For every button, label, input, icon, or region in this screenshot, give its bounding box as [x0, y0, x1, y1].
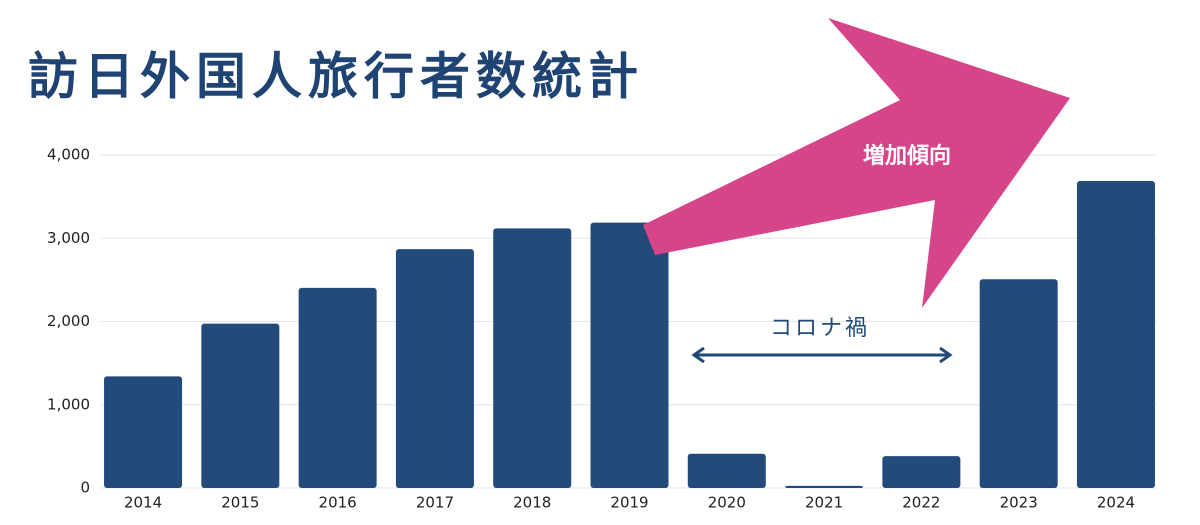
x-tick-label: 2014: [124, 494, 162, 512]
x-tick-label: 2017: [416, 494, 454, 512]
covid-label: コロナ禍: [770, 316, 870, 341]
bar: [298, 287, 377, 488]
bar: [882, 456, 961, 488]
x-tick-label: 2019: [610, 494, 648, 512]
x-tick-label: 2016: [319, 494, 357, 512]
x-tick-label: 2022: [902, 494, 940, 512]
bar: [395, 249, 474, 488]
x-tick-label: 2023: [1000, 494, 1038, 512]
bar: [104, 376, 183, 488]
chart-title: 訪日外国人旅行者数統計: [28, 48, 644, 106]
y-tick-label: 4,000: [47, 146, 90, 164]
trend-arrow: [643, 18, 1070, 308]
x-tick-label: 2021: [805, 494, 843, 512]
bar: [687, 453, 766, 488]
bar: [590, 222, 669, 488]
x-tick-label: 2020: [708, 494, 746, 512]
y-tick-label: 0: [80, 479, 90, 497]
x-tick-label: 2015: [221, 494, 259, 512]
trend-label: 増加傾向: [863, 143, 951, 169]
covid-arrow: [691, 346, 953, 364]
bar: [493, 228, 572, 488]
y-tick-label: 2,000: [47, 312, 90, 330]
bar: [785, 485, 864, 488]
x-tick-label: 2024: [1097, 494, 1135, 512]
x-tick-label: 2018: [513, 494, 551, 512]
bar: [201, 323, 280, 488]
y-tick-label: 1,000: [47, 395, 90, 413]
bar: [979, 279, 1058, 488]
y-tick-label: 3,000: [47, 229, 90, 247]
bar: [1076, 181, 1155, 488]
